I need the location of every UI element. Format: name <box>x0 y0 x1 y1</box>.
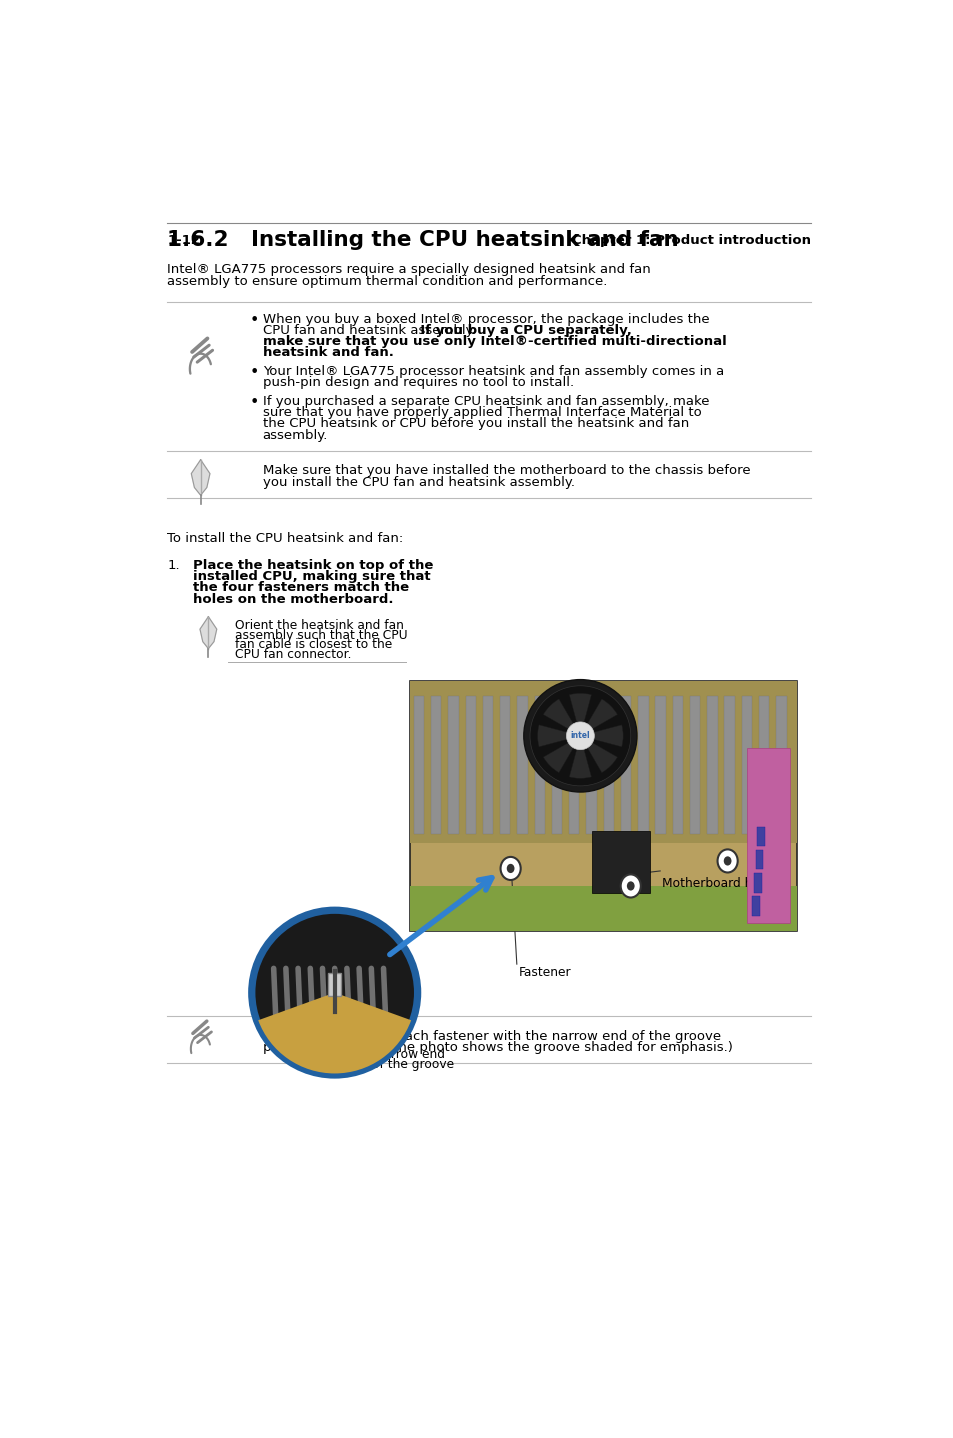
Text: CPU fan connector.: CPU fan connector. <box>235 649 352 661</box>
Ellipse shape <box>500 857 520 880</box>
Circle shape <box>523 680 637 792</box>
Bar <box>755 850 762 870</box>
Text: make sure that you use only Intel®-certified multi-directional: make sure that you use only Intel®-certi… <box>262 335 725 348</box>
Circle shape <box>250 909 418 1077</box>
Text: pointing outward. (The photo shows the groove shaded for emphasis.): pointing outward. (The photo shows the g… <box>262 1041 732 1054</box>
Bar <box>752 896 760 916</box>
Ellipse shape <box>626 881 634 890</box>
Text: fan cable is closest to the: fan cable is closest to the <box>235 638 393 651</box>
Bar <box>431 696 441 834</box>
Text: 1.6.2   Installing the CPU heatsink and fan: 1.6.2 Installing the CPU heatsink and fa… <box>167 230 679 250</box>
Bar <box>672 696 682 834</box>
Text: If you buy a CPU separately,: If you buy a CPU separately, <box>262 324 631 336</box>
Text: Orient the heatsink and fan: Orient the heatsink and fan <box>235 620 404 633</box>
Bar <box>465 696 476 834</box>
Bar <box>328 974 340 997</box>
Bar <box>655 696 665 834</box>
Text: •: • <box>249 365 258 380</box>
Wedge shape <box>542 699 579 736</box>
Text: If you purchased a separate CPU heatsink and fan assembly, make: If you purchased a separate CPU heatsink… <box>262 395 708 408</box>
Text: assembly to ensure optimum thermal condition and performance.: assembly to ensure optimum thermal condi… <box>167 275 607 288</box>
Text: the CPU heatsink or CPU before you install the heatsink and fan: the CPU heatsink or CPU before you insta… <box>262 417 688 430</box>
Text: Motherboard hole: Motherboard hole <box>661 877 770 890</box>
Bar <box>757 827 764 847</box>
Wedge shape <box>569 693 591 736</box>
Text: assembly.: assembly. <box>262 429 328 441</box>
Bar <box>746 748 789 923</box>
Text: of the groove: of the groove <box>372 1058 454 1071</box>
Bar <box>776 696 786 834</box>
Bar <box>723 696 734 834</box>
Text: •: • <box>249 312 258 328</box>
Wedge shape <box>579 699 617 736</box>
Text: Place the heatsink on top of the: Place the heatsink on top of the <box>193 559 433 572</box>
Bar <box>740 696 751 834</box>
Bar <box>620 696 631 834</box>
Bar <box>586 696 596 834</box>
Text: push-pin design and requires no tool to install.: push-pin design and requires no tool to … <box>262 377 573 390</box>
Text: heatsink and fan.: heatsink and fan. <box>262 347 393 360</box>
Text: Intel® LGA775 processors require a specially designed heatsink and fan: Intel® LGA775 processors require a speci… <box>167 263 650 276</box>
Bar <box>410 680 797 930</box>
Text: Fastener: Fastener <box>517 966 571 979</box>
Bar <box>689 696 700 834</box>
Ellipse shape <box>620 874 640 897</box>
Bar <box>706 696 717 834</box>
Wedge shape <box>258 992 411 1073</box>
Wedge shape <box>569 736 591 778</box>
Polygon shape <box>200 617 216 649</box>
Bar <box>534 696 544 834</box>
Bar <box>414 696 424 834</box>
Circle shape <box>566 722 594 749</box>
Wedge shape <box>579 725 622 746</box>
Bar <box>517 696 527 834</box>
Wedge shape <box>579 736 617 772</box>
Bar <box>603 696 614 834</box>
Text: — Narrow end: — Narrow end <box>357 1048 444 1061</box>
Text: Your Intel® LGA775 processor heatsink and fan assembly comes in a: Your Intel® LGA775 processor heatsink an… <box>262 365 723 378</box>
Text: assembly such that the CPU: assembly such that the CPU <box>235 628 408 641</box>
Bar <box>759 696 768 834</box>
Bar <box>448 696 458 834</box>
Text: CPU fan and heatsink assembly.: CPU fan and heatsink assembly. <box>262 324 479 336</box>
Text: the four fasteners match the: the four fasteners match the <box>193 581 409 594</box>
Ellipse shape <box>506 864 514 873</box>
Text: intel: intel <box>570 732 590 741</box>
Text: •: • <box>249 395 258 410</box>
Circle shape <box>253 912 416 1073</box>
Wedge shape <box>542 736 579 772</box>
Ellipse shape <box>723 856 731 866</box>
Circle shape <box>530 686 630 785</box>
Bar <box>753 873 760 893</box>
Bar <box>569 696 578 834</box>
Wedge shape <box>537 725 579 746</box>
Text: 1.: 1. <box>167 559 180 572</box>
Bar <box>592 831 649 893</box>
Text: holes on the motherboard.: holes on the motherboard. <box>193 592 393 605</box>
Bar <box>638 696 648 834</box>
Text: Make sure to orient each fastener with the narrow end of the groove: Make sure to orient each fastener with t… <box>262 1030 720 1043</box>
Text: installed CPU, making sure that: installed CPU, making sure that <box>193 571 430 584</box>
Bar <box>482 696 493 834</box>
Text: When you buy a boxed Intel® processor, the package includes the: When you buy a boxed Intel® processor, t… <box>262 312 708 325</box>
Bar <box>410 680 797 844</box>
Bar <box>410 886 797 930</box>
Ellipse shape <box>717 850 737 873</box>
Text: Make sure that you have installed the motherboard to the chassis before: Make sure that you have installed the mo… <box>262 464 749 477</box>
Text: you install the CPU fan and heatsink assembly.: you install the CPU fan and heatsink ass… <box>262 476 574 489</box>
Text: 1-12: 1-12 <box>167 234 200 247</box>
Bar <box>551 696 561 834</box>
Text: To install the CPU heatsink and fan:: To install the CPU heatsink and fan: <box>167 532 403 545</box>
Bar <box>499 696 510 834</box>
Text: sure that you have properly applied Thermal Interface Material to: sure that you have properly applied Ther… <box>262 407 700 420</box>
Polygon shape <box>192 460 210 495</box>
Text: Chapter 1: Product introduction: Chapter 1: Product introduction <box>571 234 810 247</box>
